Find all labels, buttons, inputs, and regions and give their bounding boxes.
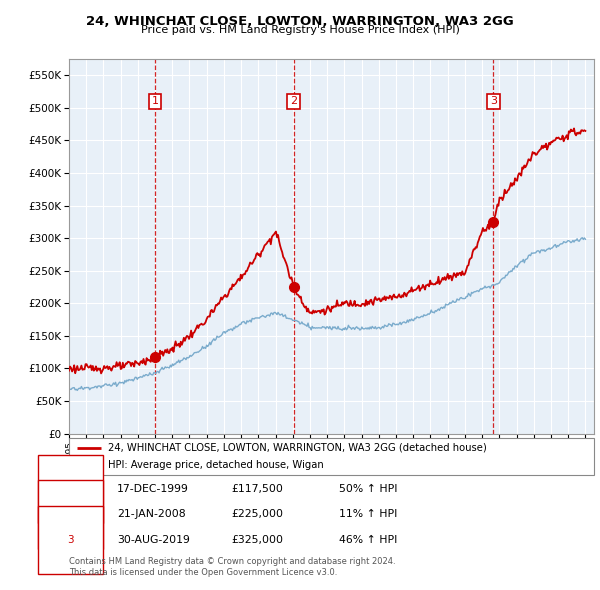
Text: £325,000: £325,000 xyxy=(231,535,283,545)
Text: £117,500: £117,500 xyxy=(231,484,283,494)
Text: Contains HM Land Registry data © Crown copyright and database right 2024.: Contains HM Land Registry data © Crown c… xyxy=(69,558,395,566)
Text: Price paid vs. HM Land Registry's House Price Index (HPI): Price paid vs. HM Land Registry's House … xyxy=(140,25,460,35)
Text: 24, WHINCHAT CLOSE, LOWTON, WARRINGTON, WA3 2GG (detached house): 24, WHINCHAT CLOSE, LOWTON, WARRINGTON, … xyxy=(109,442,487,453)
Text: £225,000: £225,000 xyxy=(231,510,283,519)
Text: 46% ↑ HPI: 46% ↑ HPI xyxy=(339,535,397,545)
Text: 17-DEC-1999: 17-DEC-1999 xyxy=(117,484,189,494)
Text: 30-AUG-2019: 30-AUG-2019 xyxy=(117,535,190,545)
Text: This data is licensed under the Open Government Licence v3.0.: This data is licensed under the Open Gov… xyxy=(69,568,337,577)
Text: 11% ↑ HPI: 11% ↑ HPI xyxy=(339,510,397,519)
Text: 2: 2 xyxy=(290,96,297,106)
Text: 24, WHINCHAT CLOSE, LOWTON, WARRINGTON, WA3 2GG: 24, WHINCHAT CLOSE, LOWTON, WARRINGTON, … xyxy=(86,15,514,28)
Text: 3: 3 xyxy=(67,535,74,545)
Text: 21-JAN-2008: 21-JAN-2008 xyxy=(117,510,185,519)
Text: 50% ↑ HPI: 50% ↑ HPI xyxy=(339,484,397,494)
Text: 3: 3 xyxy=(490,96,497,106)
Text: HPI: Average price, detached house, Wigan: HPI: Average price, detached house, Wiga… xyxy=(109,460,324,470)
Text: 1: 1 xyxy=(152,96,158,106)
Text: 2: 2 xyxy=(67,510,74,519)
Text: 1: 1 xyxy=(67,484,74,494)
